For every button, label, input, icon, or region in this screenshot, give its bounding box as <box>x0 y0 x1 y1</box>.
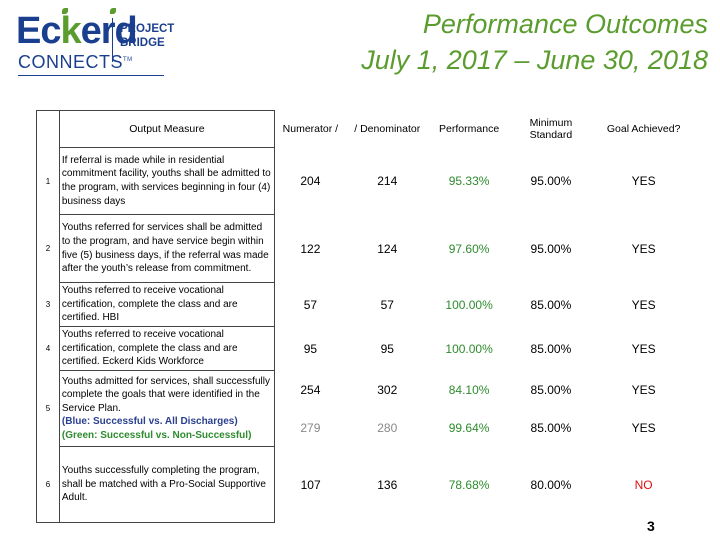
performance-value: 95.33% <box>448 174 490 188</box>
goal-achieved-value: NO <box>634 477 653 492</box>
output-measure-text: Youths referred to receive vocational ce… <box>58 326 275 371</box>
logo-wordmark: Eckerd <box>16 10 138 52</box>
logo-project-bridge: PROJECT BRIDGE <box>120 23 175 49</box>
row-number-header <box>36 110 60 148</box>
performance-value: 100.00% <box>445 341 493 356</box>
numerator-value: 107 <box>300 477 321 492</box>
denominator-value: 124 <box>377 241 398 256</box>
table-row: 279 280 99.64% 85.00% YES <box>37 409 696 447</box>
denominator-value: 57 <box>380 297 394 312</box>
table-row: 3 Youths referred to receive vocational … <box>36 282 696 327</box>
minimum-standard-header: Minimum Standard <box>529 117 573 141</box>
denominator-value: 280 <box>377 420 398 435</box>
goal-achieved-header: Goal Achieved? <box>606 123 681 135</box>
eckerd-connects-logo: Eckerd CONNECTSTM PROJECT BRIDGE <box>14 8 204 78</box>
goal-achieved-value: YES <box>631 341 656 356</box>
minimum-standard-value: 95.00% <box>530 241 572 256</box>
performance-value: 84.10% <box>448 382 490 397</box>
goal-achieved-value: YES <box>631 241 656 256</box>
denominator-value: 214 <box>377 174 398 188</box>
table-row: 2 Youths referred for services shall be … <box>36 214 696 283</box>
output-measure-text: Youths admitted for services, shall succ… <box>58 370 275 447</box>
goal-achieved-value: YES <box>631 420 656 435</box>
blue-legend-note: (Blue: Successful vs. All Discharges) <box>61 416 238 428</box>
numerator-value: 122 <box>300 241 321 256</box>
numerator-value: 204 <box>300 174 321 188</box>
table-row: 4 Youths referred to receive vocational … <box>36 326 696 371</box>
table-header-row: Output Measure Numerator / / Denominator… <box>36 110 696 148</box>
row-number: 4 <box>36 326 60 371</box>
leaf-icon <box>110 8 116 14</box>
numerator-value: 57 <box>303 297 318 312</box>
green-legend-note: (Green: Successful vs. Non-Successful) <box>61 429 252 441</box>
minimum-standard-value: 85.00% <box>530 382 572 397</box>
minimum-standard-value: 85.00% <box>530 420 572 435</box>
goal-achieved-value: YES <box>631 382 656 397</box>
logo-connects: CONNECTSTM <box>18 52 133 72</box>
row-number: 6 <box>36 446 60 523</box>
numerator-value: 95 <box>303 341 318 356</box>
numerator-value: 279 <box>300 420 321 435</box>
performance-header: Performance <box>439 123 500 135</box>
minimum-standard-value: 80.00% <box>530 477 572 492</box>
performance-value: 78.68% <box>448 477 490 492</box>
row-number: 3 <box>36 282 60 327</box>
performance-outcomes-table: Output Measure Numerator / / Denominator… <box>36 110 696 523</box>
table-row: 5 Youths admitted for services, shall su… <box>36 370 696 447</box>
output-measure-text: Youths referred for services shall be ad… <box>58 214 275 283</box>
minimum-standard-value: 85.00% <box>530 297 572 312</box>
logo-divider <box>112 18 113 62</box>
performance-value: 100.00% <box>445 297 493 312</box>
logo-underline <box>18 75 164 76</box>
denominator-value: 95 <box>380 341 394 356</box>
goal-achieved-value: YES <box>631 174 656 188</box>
output-measure-text: If referral is made while in residential… <box>58 147 275 215</box>
output-measure-header: Output Measure <box>58 110 275 148</box>
goal-achieved-value: YES <box>631 297 656 312</box>
output-measure-text: Youths referred to receive vocational ce… <box>58 282 275 327</box>
page-number: 3 <box>647 518 655 534</box>
table-row: 6 Youths successfully completing the pro… <box>36 446 696 523</box>
numerator-header: Numerator / <box>282 123 339 135</box>
performance-value: 97.60% <box>448 241 490 256</box>
leaf-icon <box>62 8 68 14</box>
table-row: 1 If referral is made while in residenti… <box>36 147 696 215</box>
denominator-header: / Denominator <box>354 123 421 135</box>
row-number: 1 <box>36 147 60 215</box>
row-number: 2 <box>36 214 60 283</box>
output-measure-text: Youths successfully completing the progr… <box>58 446 275 523</box>
output-measure-main: Youths admitted for services, shall succ… <box>61 375 270 414</box>
numerator-value: 254 <box>300 382 321 397</box>
page-title: Performance Outcomes July 1, 2017 – June… <box>208 6 708 78</box>
minimum-standard-value: 85.00% <box>530 341 572 356</box>
denominator-value: 302 <box>377 382 398 397</box>
row-number: 5 <box>36 370 60 447</box>
denominator-value: 136 <box>377 477 398 492</box>
title-line-2: July 1, 2017 – June 30, 2018 <box>361 45 708 75</box>
minimum-standard-value: 95.00% <box>530 174 572 188</box>
title-line-1: Performance Outcomes <box>422 9 708 39</box>
performance-value: 99.64% <box>448 420 490 435</box>
